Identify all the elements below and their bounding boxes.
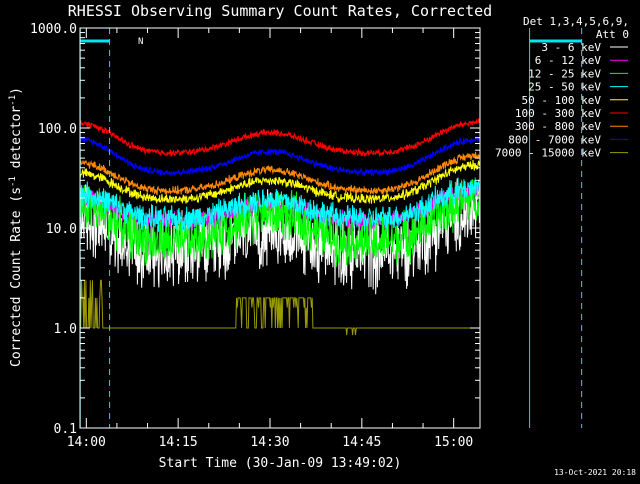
legend-entry-label: 800 - 7000 keV <box>508 133 601 146</box>
x-tick-label: 15:00 <box>434 435 473 450</box>
series-line <box>79 279 480 336</box>
legend-entry-label: 3 - 6 keV <box>541 41 601 54</box>
y-tick-label: 0.1 <box>54 422 77 437</box>
x-tick-label: 14:15 <box>159 435 198 450</box>
legend-entry-label: 25 - 50 keV <box>528 81 601 94</box>
y-axis-label: Corrected Count Rate (s-1 detector-1) <box>8 87 24 367</box>
y-axis-label-sup1: -1 <box>8 176 18 187</box>
axes-group: 1000.0 100.0 10.0 1.0 0.114:00 14:15 14:30 14:4… <box>30 22 481 450</box>
legend-header-detectors: Det 1,3,4,5,6,9, <box>523 15 629 28</box>
legend-entry-label: 50 - 100 keV <box>522 94 602 107</box>
legend-header-attenuator: Att 0 <box>596 28 629 41</box>
y-tick-label: 10.0 <box>46 222 77 237</box>
legend-entry-label: 100 - 300 keV <box>515 107 601 120</box>
y-tick-label: 1.0 <box>54 322 77 337</box>
x-tick-label: 14:45 <box>342 435 381 450</box>
y-axis-label-mid: detector <box>9 106 24 177</box>
series-line <box>79 177 481 232</box>
legend-entry-label: 12 - 25 keV <box>528 67 601 80</box>
y-tick-label: 1000.0 <box>30 22 77 37</box>
series-line <box>79 151 481 196</box>
y-axis-label-end: ) <box>9 87 24 95</box>
legend-entry-label: 6 - 12 keV <box>535 54 602 67</box>
series-line <box>79 135 481 178</box>
y-tick-label: 100.0 <box>38 122 77 137</box>
x-tick-label: 14:30 <box>250 435 289 450</box>
y-axis-label-sup2: -1 <box>8 95 18 106</box>
timeline-flag-label: N <box>138 37 143 47</box>
x-tick-label: 14:00 <box>67 435 106 450</box>
chart-title: RHESSI Observing Summary Count Rates, Co… <box>68 2 492 20</box>
series-line <box>79 117 481 158</box>
legend-entry-label: 300 - 800 keV <box>515 120 601 133</box>
generation-timestamp: 13-Oct-2021 20:18 <box>554 468 636 477</box>
series-line <box>79 159 481 205</box>
series-line <box>79 178 481 295</box>
series-line <box>79 177 481 267</box>
legend-entry-label: 7000 - 15000 keV <box>495 147 601 160</box>
series-group <box>79 117 481 336</box>
x-axis-label: Start Time (30-Jan-09 13:49:02) <box>159 456 402 471</box>
y-axis-label-main: Corrected Count Rate (s <box>9 187 24 367</box>
